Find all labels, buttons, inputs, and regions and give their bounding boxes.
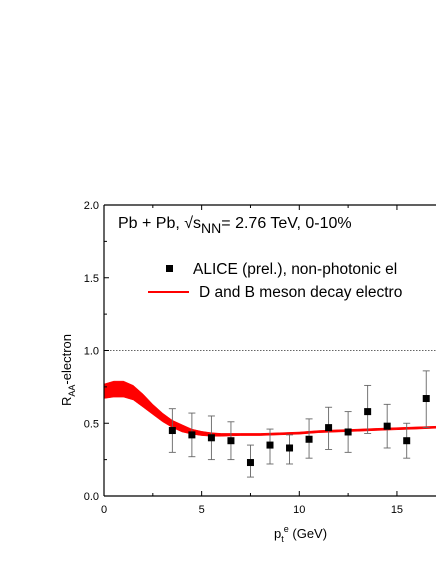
y-axis-title: RAA-electron [59,334,77,406]
annotation-part1: Pb + Pb, √s [118,215,201,232]
data-point [168,427,176,435]
y-tick-label: 2.0 [84,200,99,212]
data-point [227,437,235,445]
data-point [266,441,274,449]
y-axis-title-rest: -electron [59,334,74,385]
x-tick-label: 5 [199,504,205,516]
axes: 0.0 0.5 1.0 1.5 2.0 0 5 10 15 [84,200,436,516]
data-point [286,444,294,452]
y-tick-label: 1.0 [84,346,99,358]
data-point [422,395,430,403]
data-point [403,437,411,445]
legend-marker-square [166,265,173,272]
data-point [325,424,333,432]
data-point [188,431,196,439]
legend: ALICE (prel.), non-photonic el D and B m… [148,261,402,301]
annotation-part2: = 2.76 TeV, 0-10% [221,215,351,232]
annotation-subscript: NN [201,220,221,236]
x-axis-title-sub: t [281,534,284,544]
x-axis-title-rest: (GeV) [289,526,327,541]
y-tick-label: 0.5 [84,418,99,430]
x-tick-label: 10 [293,504,305,516]
legend-label-band: D and B meson decay electro [199,284,402,301]
plot-area [104,350,436,478]
y-tick-label: 1.5 [84,273,99,285]
x-tick-label: 0 [101,504,107,516]
x-tick-label: 15 [391,504,403,516]
data-point [305,435,313,443]
chart-annotation: Pb + Pb, √sNN= 2.76 TeV, 0-10% [118,215,352,236]
data-point [344,428,352,436]
x-axis-title: pte (GeV) [274,524,327,544]
data-point [246,459,254,467]
x-axis-title-sup: e [284,524,289,534]
y-axis-title-sub: AA [67,385,77,397]
x-axis-title-p: p [274,526,281,541]
y-tick-label: 0.0 [84,491,99,503]
data-point [364,408,372,416]
legend-label-data: ALICE (prel.), non-photonic el [193,261,397,278]
y-axis-title-main: R [59,397,74,406]
data-point [383,422,391,430]
data-point [207,434,215,442]
